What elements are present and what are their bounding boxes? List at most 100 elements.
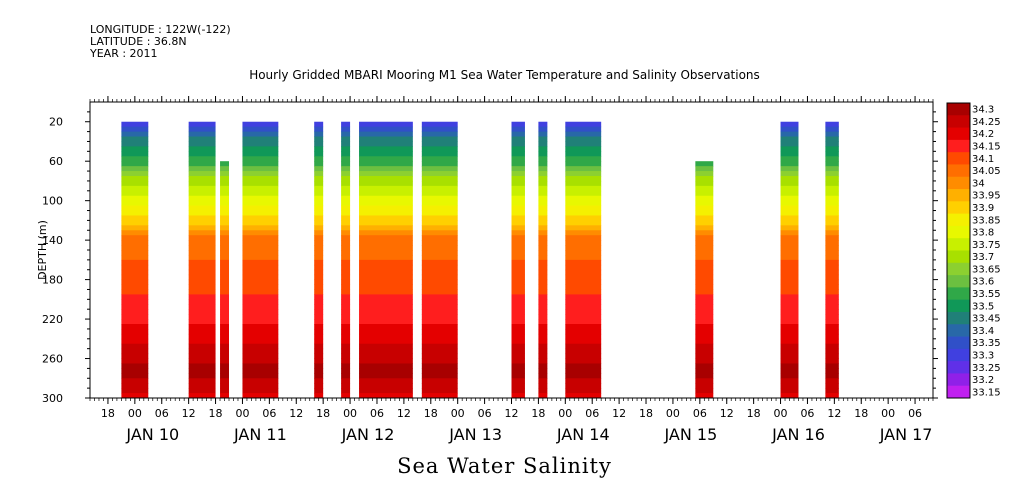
legend-label: 33.95 (972, 191, 1001, 202)
salinity-cell (341, 200, 351, 207)
salinity-cell (359, 161, 413, 167)
salinity-cell (121, 348, 149, 355)
salinity-cell (825, 348, 839, 355)
salinity-cell (421, 299, 458, 305)
salinity-cell (780, 274, 799, 281)
salinity-cell (188, 250, 216, 256)
salinity-cell (780, 324, 799, 330)
salinity-cell (314, 230, 324, 236)
salinity-cell (825, 126, 839, 133)
y-tick-label: 60 (49, 155, 63, 168)
salinity-cell (242, 146, 279, 152)
salinity-cell (359, 319, 413, 325)
salinity-cell (242, 353, 279, 360)
salinity-cell (121, 284, 149, 290)
salinity-cell (538, 338, 548, 345)
salinity-cell (121, 304, 149, 310)
salinity-cell (242, 235, 279, 241)
salinity-cell (511, 180, 525, 187)
salinity-cell (421, 338, 458, 345)
salinity-cell (341, 166, 351, 172)
salinity-cell (359, 348, 413, 355)
salinity-cell (341, 314, 351, 320)
salinity-cell (242, 166, 279, 172)
salinity-cell (220, 353, 230, 360)
salinity-cell (121, 215, 149, 221)
salinity-cell (565, 353, 602, 360)
salinity-cell (121, 269, 149, 276)
salinity-cell (242, 210, 279, 216)
salinity-cell (188, 299, 216, 305)
salinity-cell (188, 338, 216, 345)
salinity-cell (242, 348, 279, 355)
salinity-cell (780, 304, 799, 310)
legend-label: 34.25 (972, 117, 1001, 128)
salinity-cell (242, 141, 279, 147)
salinity-cell (780, 343, 799, 350)
salinity-cell (220, 235, 230, 241)
salinity-cell (220, 185, 230, 192)
salinity-cell (121, 393, 149, 399)
chart-title: Hourly Gridded MBARI Mooring M1 Sea Wate… (249, 68, 760, 82)
legend-label: 33.7 (972, 252, 994, 263)
salinity-cell (825, 328, 839, 335)
salinity-cell (538, 171, 548, 177)
salinity-cell (314, 328, 324, 335)
salinity-cell (121, 259, 149, 266)
salinity-cell (220, 274, 230, 281)
salinity-cell (780, 245, 799, 251)
salinity-cell (220, 250, 230, 256)
salinity-cell (220, 363, 230, 369)
salinity-cell (511, 393, 525, 399)
salinity-cell (314, 225, 324, 231)
salinity-cell (780, 309, 799, 315)
salinity-cell (421, 393, 458, 399)
salinity-cell (242, 269, 279, 276)
salinity-cell (359, 388, 413, 394)
salinity-cell (780, 171, 799, 177)
salinity-cell (341, 324, 351, 330)
salinity-cell (511, 294, 525, 300)
legend-label: 34.1 (972, 154, 994, 165)
y-tick-label: 20 (49, 116, 63, 129)
salinity-cell (565, 324, 602, 330)
salinity-cell (314, 166, 324, 172)
salinity-cell (695, 343, 714, 350)
salinity-cell (359, 284, 413, 290)
salinity-cell (359, 309, 413, 315)
salinity-cell (359, 378, 413, 384)
salinity-cell (421, 274, 458, 281)
salinity-cell (188, 378, 216, 384)
x-hour-label: 18 (424, 407, 438, 420)
salinity-cell (825, 289, 839, 295)
salinity-cell (220, 200, 230, 207)
salinity-cell (421, 319, 458, 325)
metadata-block: LONGITUDE : 122W(-122) LATITUDE : 36.8N … (90, 24, 231, 60)
salinity-cell (121, 314, 149, 320)
salinity-cell (695, 324, 714, 330)
data-segment (188, 121, 216, 399)
data-segment (121, 121, 149, 399)
salinity-cell (188, 284, 216, 290)
salinity-cell (511, 378, 525, 384)
salinity-cell (421, 368, 458, 374)
salinity-cell (341, 368, 351, 374)
salinity-cell (538, 368, 548, 374)
salinity-cell (780, 151, 799, 157)
salinity-cell (121, 294, 149, 300)
salinity-cell (538, 141, 548, 147)
salinity-cell (780, 279, 799, 286)
salinity-cell (220, 324, 230, 330)
salinity-cell (695, 200, 714, 207)
salinity-cell (359, 180, 413, 187)
salinity-cell (421, 225, 458, 231)
salinity-cell (421, 131, 458, 138)
salinity-cell (314, 279, 324, 286)
salinity-cell (780, 195, 799, 202)
salinity-cell (825, 235, 839, 241)
salinity-cell (825, 358, 839, 364)
salinity-cell (695, 279, 714, 286)
x-hour-label: 00 (774, 407, 788, 420)
salinity-cell (341, 363, 351, 369)
salinity-cell (220, 230, 230, 236)
